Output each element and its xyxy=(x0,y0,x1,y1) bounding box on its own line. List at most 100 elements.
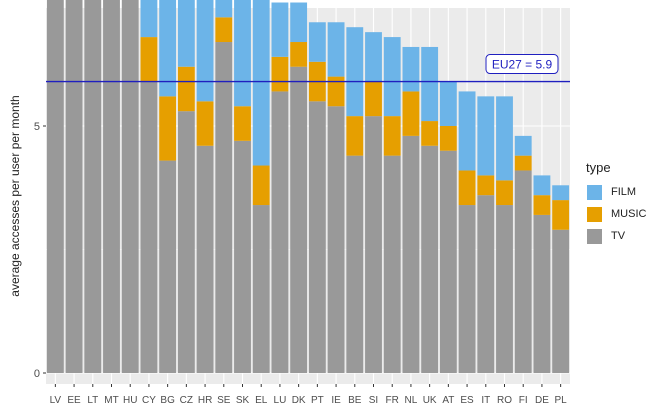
bar-nl-tv xyxy=(402,135,420,373)
x-tick-label: MT xyxy=(104,395,118,406)
x-tick-label: DK xyxy=(292,395,306,406)
bar-bg-tv xyxy=(159,160,177,373)
bar-ro-tv xyxy=(496,205,513,373)
bar-cy-film xyxy=(140,0,158,38)
x-tick-label: IT xyxy=(481,395,490,406)
bar-pl-tv xyxy=(552,229,570,373)
bar-it-film xyxy=(477,96,495,176)
x-tick-label: EL xyxy=(255,395,268,406)
bar-lu-film xyxy=(271,2,289,57)
bar-fr-tv xyxy=(383,155,401,373)
legend: type FILM MUSIC TV xyxy=(586,160,646,247)
y-axis-label: average accesses per user per month xyxy=(8,95,22,296)
legend-label-tv: TV xyxy=(611,230,626,242)
bar-el-tv xyxy=(252,205,270,373)
x-tick-label: HR xyxy=(198,395,212,406)
legend-key-film xyxy=(586,183,603,201)
bar-pt-tv xyxy=(308,101,326,374)
x-tick-label: AT xyxy=(442,395,454,406)
y-axis: 0510 xyxy=(34,121,46,380)
y-tick-label: 5 xyxy=(34,121,40,133)
bar-ro-film xyxy=(496,96,513,181)
bar-fi-music xyxy=(514,155,532,171)
bar-pl-music xyxy=(552,200,570,230)
x-tick-label: ES xyxy=(460,395,474,406)
x-tick-label: SI xyxy=(369,395,378,406)
bar-hr-music xyxy=(196,101,214,146)
bar-at-tv xyxy=(439,150,457,373)
bar-dk-tv xyxy=(290,66,308,373)
x-tick-label: PL xyxy=(555,395,568,406)
bar-mt-tv xyxy=(103,0,120,374)
legend-key-music xyxy=(586,205,603,223)
x-tick-label: EE xyxy=(67,395,81,406)
x-tick-label: CY xyxy=(142,395,156,406)
bar-be-music xyxy=(346,116,364,156)
x-tick-label: FI xyxy=(519,395,528,406)
x-tick-label: LU xyxy=(274,395,287,406)
bar-es-tv xyxy=(458,205,476,373)
bar-fi-film xyxy=(514,135,532,156)
bar-se-music xyxy=(215,17,233,43)
bar-fr-music xyxy=(383,116,401,156)
bar-cy-music xyxy=(140,37,158,82)
legend-item-film: FILM xyxy=(586,181,646,203)
legend-title: type xyxy=(586,160,611,175)
bar-cz-tv xyxy=(177,111,195,374)
x-tick-label: NL xyxy=(405,395,418,406)
bar-fr-film xyxy=(383,37,401,117)
bar-uk-film xyxy=(421,46,439,122)
bar-at-film xyxy=(439,81,457,126)
bar-cz-music xyxy=(177,66,195,112)
bar-se-film xyxy=(215,0,233,18)
bar-de-tv xyxy=(533,214,551,373)
bar-lv-tv xyxy=(46,0,64,374)
legend-key-tv xyxy=(586,227,603,245)
bar-el-music xyxy=(252,165,270,206)
x-tick-label: DE xyxy=(535,395,549,406)
bar-lu-tv xyxy=(271,91,289,374)
x-tick-label: HU xyxy=(123,395,137,406)
legend-item-music: MUSIC xyxy=(586,203,646,225)
legend-label-music: MUSIC xyxy=(611,208,647,220)
x-tick-label: BE xyxy=(348,395,362,406)
bar-es-film xyxy=(458,91,476,171)
legend-item-tv: TV xyxy=(586,225,646,247)
x-tick-label: LV xyxy=(50,395,62,406)
bar-it-tv xyxy=(477,195,495,373)
bar-pt-film xyxy=(308,22,326,62)
bar-ee-tv xyxy=(65,0,83,374)
bar-si-music xyxy=(365,81,382,117)
x-axis: LV EE LT MT HU CY BG CZ HR SE SK EL LU DK PT IE BE SI FR NL… xyxy=(50,384,568,406)
bar-be-tv xyxy=(346,155,364,373)
x-tick-label: RO xyxy=(497,395,512,406)
bar-sk-tv xyxy=(234,140,251,373)
bar-se-tv xyxy=(215,42,233,374)
bar-bg-film xyxy=(159,0,177,97)
bar-bg-music xyxy=(159,96,177,161)
bar-ie-film xyxy=(327,22,345,77)
x-tick-label: BG xyxy=(160,395,175,406)
x-tick-label: SE xyxy=(217,395,231,406)
bar-nl-music xyxy=(402,91,420,136)
bar-hr-tv xyxy=(196,145,214,373)
bar-lu-music xyxy=(271,56,289,92)
eu27-label: EU27 = 5.9 xyxy=(492,58,553,72)
eu27-label-box xyxy=(485,54,559,75)
bar-hu-tv xyxy=(121,0,139,374)
bar-nl-film xyxy=(402,46,420,92)
y-tick-label: 0 xyxy=(34,368,40,380)
bar-ro-music xyxy=(496,180,513,206)
bar-de-music xyxy=(533,195,551,215)
bar-dk-film xyxy=(290,2,308,43)
legend-label-film: FILM xyxy=(611,186,637,198)
bar-si-film xyxy=(365,32,382,82)
bar-cy-tv xyxy=(140,81,158,373)
bar-ie-tv xyxy=(327,106,345,374)
x-tick-label: IE xyxy=(331,395,341,406)
bar-de-film xyxy=(533,175,551,196)
bar-it-music xyxy=(477,175,495,196)
bar-cz-film xyxy=(177,0,195,67)
reference-line-group: EU27 = 5.9 xyxy=(46,54,570,83)
